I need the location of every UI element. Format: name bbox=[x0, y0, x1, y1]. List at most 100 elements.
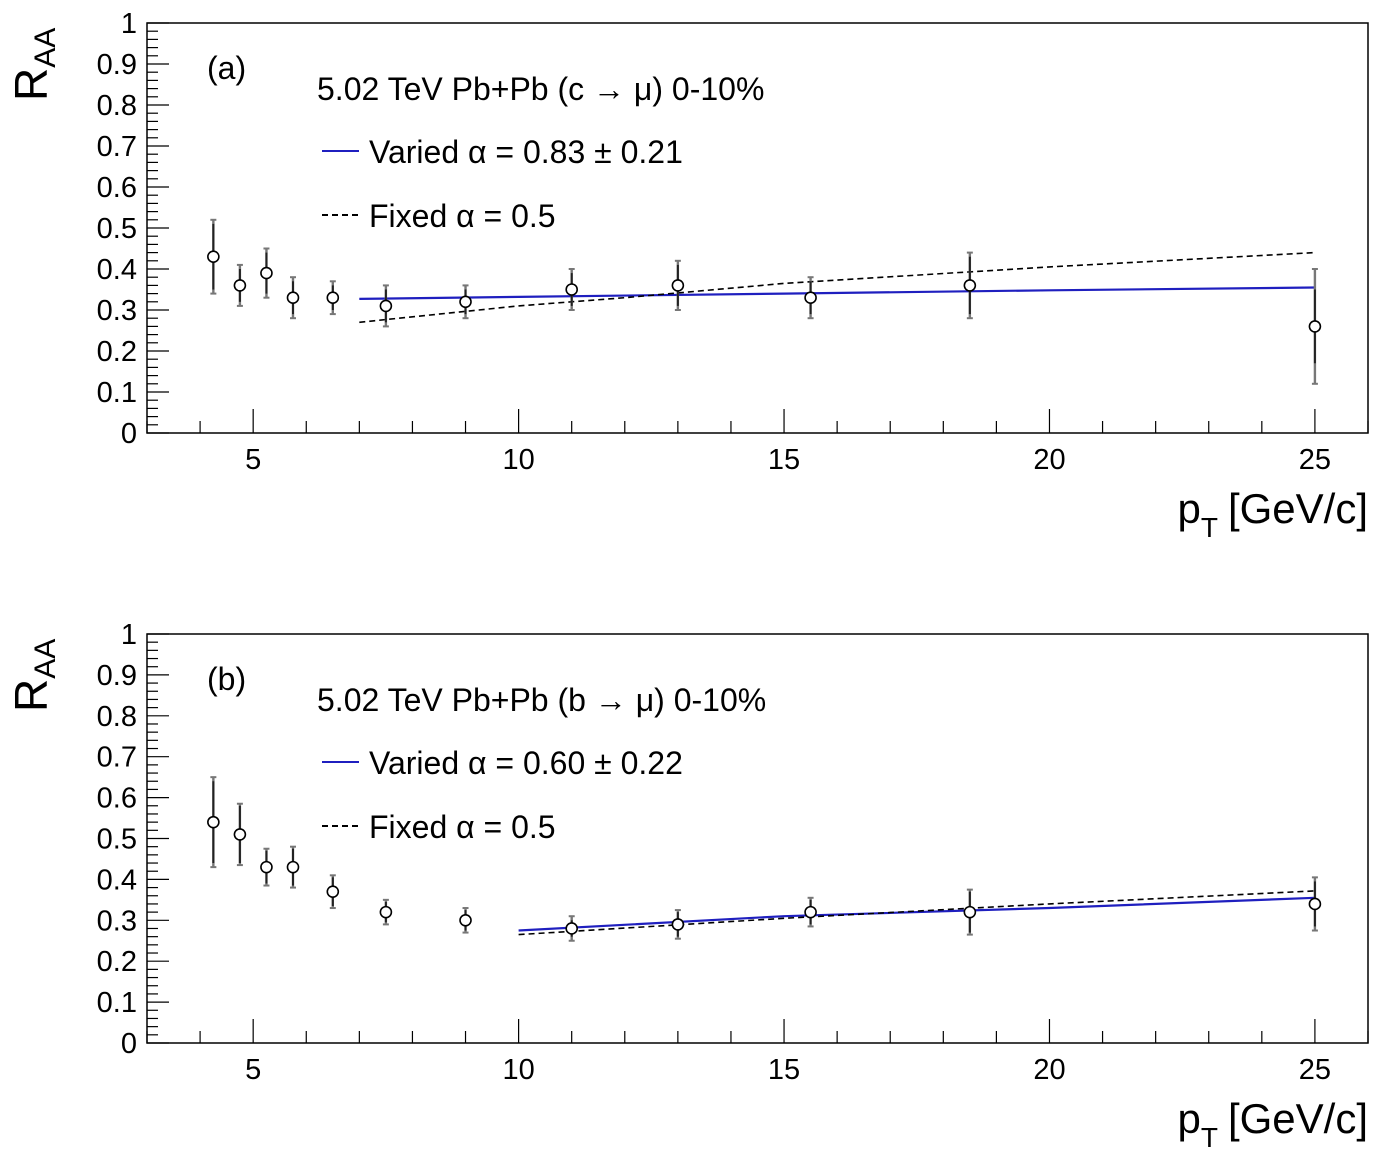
data-point bbox=[1308, 268, 1322, 385]
y-axis-title: RAA bbox=[5, 639, 62, 712]
data-marker bbox=[565, 283, 578, 296]
y-tick-label: 0.8 bbox=[97, 701, 137, 733]
chart-panel-b: 00.10.20.30.40.50.60.70.80.915 10 15 20 25RA… bbox=[5, 619, 1369, 1153]
data-point bbox=[233, 263, 247, 307]
x-tick-label: 15 bbox=[768, 1054, 800, 1086]
data-marker bbox=[207, 250, 220, 264]
data-point bbox=[963, 888, 977, 936]
data-point bbox=[326, 280, 340, 316]
data-point bbox=[379, 898, 393, 926]
data-point bbox=[260, 847, 273, 887]
y-axis-title-sub: AA bbox=[29, 28, 62, 68]
fixed-alpha-curve bbox=[359, 251, 1315, 324]
y-tick-label: 0.3 bbox=[97, 295, 137, 327]
x-tick-label: 10 bbox=[502, 444, 534, 476]
data-point bbox=[1308, 876, 1322, 932]
x-tick-label: 5 bbox=[245, 444, 261, 476]
x-axis-title-main: p bbox=[1177, 1095, 1200, 1142]
y-tick-label: 0.2 bbox=[97, 336, 137, 368]
panel-label: (b) bbox=[207, 661, 246, 697]
data-point bbox=[286, 845, 300, 889]
panel-label: (a) bbox=[207, 50, 246, 86]
legend-label: Varied α = 0.83 ± 0.21 bbox=[369, 134, 683, 170]
legend-label: Varied α = 0.60 ± 0.22 bbox=[369, 745, 683, 781]
y-tick-label: 0.7 bbox=[97, 131, 137, 163]
y-tick-label: 0.8 bbox=[97, 90, 137, 122]
x-axis-title-sub: T bbox=[1201, 512, 1218, 543]
x-tick-label: 15 bbox=[768, 444, 800, 476]
data-marker bbox=[1308, 320, 1322, 333]
data-marker bbox=[260, 860, 273, 874]
x-tick-label: 5 bbox=[245, 1054, 261, 1086]
data-marker bbox=[963, 279, 977, 292]
legend-label: Fixed α = 0.5 bbox=[369, 809, 556, 845]
data-marker bbox=[379, 299, 393, 313]
y-tick-label: 0.9 bbox=[97, 49, 137, 81]
y-tick-label: 0.2 bbox=[97, 946, 137, 978]
y-tick-label: 0.5 bbox=[97, 824, 137, 856]
x-axis-title-sub: T bbox=[1201, 1122, 1218, 1153]
data-marker bbox=[459, 295, 472, 309]
data-marker bbox=[804, 291, 817, 305]
x-axis-title-unit: [GeV/c] bbox=[1228, 485, 1368, 532]
data-marker bbox=[565, 922, 578, 935]
y-tick-label: 1 bbox=[121, 8, 137, 40]
fixed-alpha-curve bbox=[518, 890, 1315, 936]
data-point bbox=[207, 218, 220, 295]
y-tick-label: 1 bbox=[121, 619, 137, 651]
chart-title: 5.02 TeV Pb+Pb (b → μ) 0-10% bbox=[317, 682, 766, 718]
y-tick-label: 0 bbox=[121, 418, 137, 450]
data-marker bbox=[260, 266, 273, 280]
data-marker bbox=[459, 913, 472, 927]
x-axis-title-main: p bbox=[1177, 485, 1200, 532]
data-marker bbox=[207, 815, 220, 829]
x-tick-label: 25 bbox=[1299, 444, 1331, 476]
data-point bbox=[260, 247, 273, 299]
y-tick-label: 0.7 bbox=[97, 742, 137, 774]
x-tick-label: 20 bbox=[1033, 1054, 1065, 1086]
x-axis-title: pT [GeV/c] bbox=[1177, 485, 1368, 543]
y-tick-label: 0.9 bbox=[97, 660, 137, 692]
y-tick-label: 0.4 bbox=[97, 254, 137, 286]
x-axis-title: pT [GeV/c] bbox=[1177, 1095, 1368, 1153]
y-tick-label: 0.1 bbox=[97, 987, 137, 1019]
data-marker bbox=[233, 279, 247, 292]
data-marker bbox=[286, 291, 300, 305]
data-marker bbox=[233, 828, 247, 841]
legend-label: Fixed α = 0.5 bbox=[369, 198, 556, 234]
data-marker bbox=[671, 918, 685, 931]
y-axis-title-main: R bbox=[5, 68, 57, 101]
data-point bbox=[379, 284, 393, 328]
x-tick-label: 25 bbox=[1299, 1054, 1331, 1086]
y-tick-label: 0.5 bbox=[97, 213, 137, 245]
data-marker bbox=[804, 905, 817, 919]
data-marker bbox=[963, 905, 977, 919]
data-point bbox=[459, 907, 472, 934]
varied-alpha-curve bbox=[359, 286, 1315, 300]
data-marker bbox=[379, 905, 393, 919]
y-tick-label: 0.3 bbox=[97, 905, 137, 937]
y-tick-label: 0.4 bbox=[97, 864, 137, 896]
y-axis-title: RAA bbox=[5, 28, 62, 101]
data-point bbox=[459, 284, 472, 320]
x-axis-title-unit: [GeV/c] bbox=[1228, 1095, 1368, 1142]
data-point bbox=[804, 276, 817, 320]
data-point bbox=[326, 874, 340, 910]
data-point bbox=[565, 915, 578, 942]
data-point bbox=[207, 776, 220, 869]
data-point bbox=[804, 896, 817, 928]
data-point bbox=[286, 276, 300, 320]
data-point bbox=[671, 259, 685, 311]
y-tick-label: 0 bbox=[121, 1028, 137, 1060]
data-marker bbox=[671, 279, 685, 292]
y-tick-label: 0.1 bbox=[97, 377, 137, 409]
y-axis-title-sub: AA bbox=[29, 639, 62, 679]
data-point bbox=[963, 251, 977, 320]
data-marker bbox=[286, 860, 300, 874]
y-tick-label: 0.6 bbox=[97, 783, 137, 815]
y-axis-title-main: R bbox=[5, 679, 57, 712]
chart-title: 5.02 TeV Pb+Pb (c → μ) 0-10% bbox=[317, 71, 764, 107]
data-point bbox=[233, 802, 247, 867]
data-marker bbox=[326, 885, 340, 898]
data-marker bbox=[326, 291, 340, 305]
